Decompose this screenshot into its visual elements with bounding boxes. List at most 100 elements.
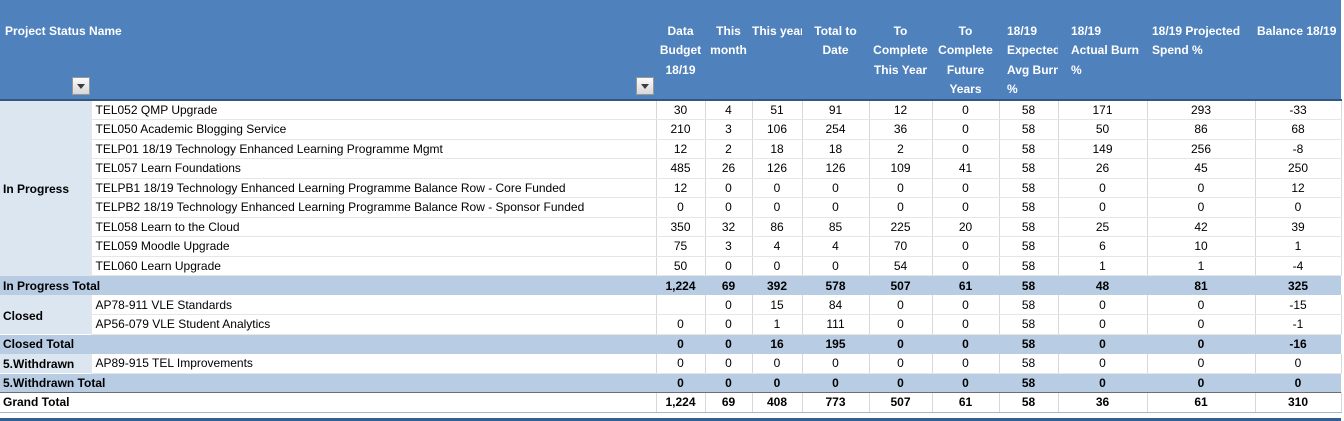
- value-cell[interactable]: 1,224: [655, 392, 705, 413]
- value-cell[interactable]: 68: [1254, 119, 1342, 140]
- value-cell[interactable]: 10: [1146, 236, 1255, 257]
- total-label-cell[interactable]: Closed Total: [0, 334, 656, 354]
- value-cell[interactable]: 0: [801, 353, 869, 374]
- status-cell[interactable]: In Progress: [0, 100, 91, 276]
- value-cell[interactable]: 0: [751, 256, 802, 277]
- value-cell[interactable]: 58: [998, 119, 1058, 140]
- value-cell[interactable]: 36: [1057, 392, 1147, 413]
- value-cell[interactable]: 58: [999, 275, 1058, 296]
- name-cell[interactable]: TEL060 Learn Upgrade: [90, 256, 656, 277]
- value-cell[interactable]: 0: [869, 334, 932, 354]
- value-cell[interactable]: 109: [868, 158, 932, 179]
- value-cell[interactable]: 0: [1146, 295, 1255, 316]
- value-cell[interactable]: 0: [655, 353, 705, 374]
- value-cell[interactable]: 0: [1146, 353, 1255, 374]
- total-label-cell[interactable]: Grand Total: [0, 392, 656, 413]
- value-cell[interactable]: 45: [1146, 158, 1255, 179]
- value-cell[interactable]: 0: [1058, 334, 1147, 354]
- value-cell[interactable]: 310: [1254, 392, 1342, 413]
- value-cell[interactable]: 350: [655, 217, 705, 238]
- value-cell[interactable]: 0: [802, 373, 869, 393]
- value-cell[interactable]: 0: [868, 197, 932, 218]
- value-cell[interactable]: 1: [1254, 236, 1342, 257]
- value-cell[interactable]: 18: [751, 139, 802, 160]
- value-cell[interactable]: 32: [704, 217, 752, 238]
- value-cell[interactable]: 41: [931, 158, 999, 179]
- value-cell[interactable]: 61: [932, 275, 999, 296]
- value-cell[interactable]: 18: [801, 139, 869, 160]
- value-cell[interactable]: 58: [998, 295, 1058, 316]
- value-cell[interactable]: 0: [932, 334, 999, 354]
- value-cell[interactable]: 36: [868, 119, 932, 140]
- value-cell[interactable]: [655, 295, 705, 316]
- value-cell[interactable]: 0: [931, 197, 999, 218]
- name-cell[interactable]: AP56-079 VLE Student Analytics: [90, 314, 656, 335]
- status-cell[interactable]: Closed: [0, 295, 91, 335]
- value-cell[interactable]: 0: [1057, 353, 1147, 374]
- value-cell[interactable]: 0: [1147, 373, 1255, 393]
- value-cell[interactable]: 48: [1058, 275, 1147, 296]
- value-cell[interactable]: 0: [931, 236, 999, 257]
- value-cell[interactable]: 3: [704, 236, 752, 257]
- value-cell[interactable]: 3: [704, 119, 752, 140]
- value-cell[interactable]: 256: [1146, 139, 1255, 160]
- value-cell[interactable]: 0: [801, 256, 869, 277]
- name-cell[interactable]: TELPB2 18/19 Technology Enhanced Learnin…: [90, 197, 656, 218]
- value-cell[interactable]: 0: [1057, 295, 1147, 316]
- value-cell[interactable]: 171: [1057, 100, 1147, 121]
- value-cell[interactable]: 0: [931, 178, 999, 199]
- value-cell[interactable]: 61: [1146, 392, 1255, 413]
- value-cell[interactable]: 0: [931, 139, 999, 160]
- value-cell[interactable]: 485: [655, 158, 705, 179]
- value-cell[interactable]: 58: [998, 158, 1058, 179]
- project-status-filter-button[interactable]: [72, 77, 90, 95]
- value-cell[interactable]: 20: [931, 217, 999, 238]
- value-cell[interactable]: 42: [1146, 217, 1255, 238]
- value-cell[interactable]: 0: [656, 373, 705, 393]
- value-cell[interactable]: 0: [704, 314, 752, 335]
- total-label-cell[interactable]: In Progress Total: [0, 275, 656, 296]
- value-cell[interactable]: 0: [1057, 178, 1147, 199]
- value-cell[interactable]: 0: [704, 353, 752, 374]
- value-cell[interactable]: 0: [656, 334, 705, 354]
- value-cell[interactable]: 0: [932, 373, 999, 393]
- value-cell[interactable]: 0: [931, 100, 999, 121]
- value-cell[interactable]: 58: [999, 334, 1058, 354]
- name-filter-button[interactable]: [636, 77, 654, 95]
- value-cell[interactable]: 195: [802, 334, 869, 354]
- value-cell[interactable]: 58: [998, 353, 1058, 374]
- value-cell[interactable]: -4: [1254, 256, 1342, 277]
- value-cell[interactable]: -1: [1254, 314, 1342, 335]
- value-cell[interactable]: 1: [751, 314, 802, 335]
- value-cell[interactable]: 0: [868, 295, 932, 316]
- value-cell[interactable]: 58: [999, 373, 1058, 393]
- value-cell[interactable]: 126: [751, 158, 802, 179]
- value-cell[interactable]: 0: [1255, 373, 1341, 393]
- value-cell[interactable]: 0: [868, 353, 932, 374]
- value-cell[interactable]: 0: [868, 314, 932, 335]
- name-cell[interactable]: AP78-911 VLE Standards: [90, 295, 656, 316]
- value-cell[interactable]: 0: [931, 256, 999, 277]
- value-cell[interactable]: 0: [931, 295, 999, 316]
- value-cell[interactable]: 2: [868, 139, 932, 160]
- value-cell[interactable]: 210: [655, 119, 705, 140]
- value-cell[interactable]: 0: [704, 197, 752, 218]
- value-cell[interactable]: 69: [704, 392, 752, 413]
- value-cell[interactable]: 0: [931, 314, 999, 335]
- value-cell[interactable]: 81: [1147, 275, 1255, 296]
- value-cell[interactable]: 6: [1057, 236, 1147, 257]
- value-cell[interactable]: 54: [868, 256, 932, 277]
- value-cell[interactable]: 0: [931, 119, 999, 140]
- value-cell[interactable]: 4: [801, 236, 869, 257]
- value-cell[interactable]: 111: [801, 314, 869, 335]
- value-cell[interactable]: 0: [704, 178, 752, 199]
- value-cell[interactable]: 0: [655, 197, 705, 218]
- value-cell[interactable]: 85: [801, 217, 869, 238]
- value-cell[interactable]: 26: [1057, 158, 1147, 179]
- value-cell[interactable]: 0: [1254, 197, 1342, 218]
- value-cell[interactable]: 250: [1254, 158, 1342, 179]
- value-cell[interactable]: 58: [998, 256, 1058, 277]
- value-cell[interactable]: 4: [751, 236, 802, 257]
- value-cell[interactable]: 126: [801, 158, 869, 179]
- value-cell[interactable]: 254: [801, 119, 869, 140]
